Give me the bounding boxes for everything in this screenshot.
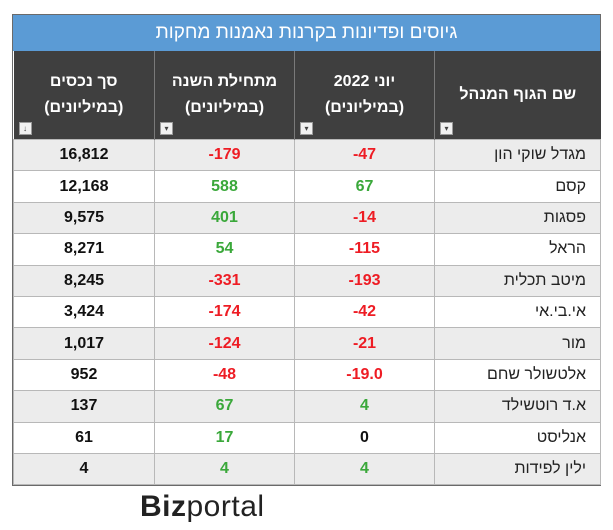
manager-name-cell: אלטשולר שחם [434, 358, 601, 392]
assets-value-cell: 9,575 [13, 201, 155, 235]
ytd-value-cell: -174 [154, 295, 295, 329]
table-title: גיוסים ופדיונות בקרנות נאמנות מחקות [13, 15, 600, 51]
manager-name-cell: אי.בי.אי [434, 295, 601, 329]
assets-value-cell: 137 [13, 390, 155, 423]
manager-name-cell: אנליסט [434, 421, 601, 454]
assets-value-cell: 8,271 [13, 233, 155, 266]
header-manager: שם הגוף המנהל ▾ [434, 51, 601, 140]
ytd-value-cell: -179 [154, 138, 295, 172]
bizportal-logo: Bizportal [140, 490, 265, 524]
filter-dropdown-icon[interactable]: ▾ [300, 122, 313, 135]
header-june-unit: (במיליונים) [324, 99, 405, 116]
header-assets-label: סך נכסים [49, 73, 118, 90]
table-row: מגדל שוקי הון -47 -179 16,812 [13, 138, 601, 172]
table-row: אנליסט 0 17 61 [13, 421, 601, 454]
header-june-label: יוני 2022 [333, 73, 396, 90]
manager-name-cell: מיטב תכלית [434, 264, 601, 297]
manager-name-cell: מור [434, 327, 601, 360]
june-value-cell: -115 [294, 233, 435, 266]
manager-name-cell: א.ד רוטשילד [434, 390, 601, 423]
filter-dropdown-icon[interactable]: ▾ [440, 122, 453, 135]
june-value-cell: -14 [294, 201, 435, 235]
manager-name-cell: מגדל שוקי הון [434, 138, 601, 172]
header-assets: סך נכסים (במיליונים) ↓ [13, 51, 155, 140]
assets-value-cell: 1,017 [13, 327, 155, 360]
manager-name-cell: פסגות [434, 201, 601, 235]
assets-value-cell: 12,168 [13, 170, 155, 203]
ytd-value-cell: 401 [154, 201, 295, 235]
assets-value-cell: 8,245 [13, 264, 155, 297]
june-value-cell: -42 [294, 295, 435, 329]
table-row: הראל -115 54 8,271 [13, 233, 601, 266]
assets-value-cell: 952 [13, 358, 155, 392]
table-container: גיוסים ופדיונות בקרנות נאמנות מחקות שם ה… [12, 14, 601, 487]
header-ytd: מתחילת השנה (במיליונים) ▾ [154, 51, 295, 140]
header-ytd-label: מתחילת השנה [171, 73, 278, 90]
ytd-value-cell: -331 [154, 264, 295, 297]
header-june: יוני 2022 (במיליונים) ▾ [294, 51, 435, 140]
assets-value-cell: 3,424 [13, 295, 155, 329]
funds-table: שם הגוף המנהל ▾ יוני 2022 (במיליונים) ▾ … [13, 51, 601, 486]
assets-value-cell: 4 [13, 452, 155, 486]
table-row: אי.בי.אי -42 -174 3,424 [13, 295, 601, 329]
logo-rest: portal [186, 490, 265, 523]
ytd-value-cell: 4 [154, 452, 295, 486]
header-row: שם הגוף המנהל ▾ יוני 2022 (במיליונים) ▾ … [13, 51, 601, 140]
table-row: אלטשולר שחם -19.0 -48 952 [13, 358, 601, 392]
table-row: פסגות -14 401 9,575 [13, 201, 601, 235]
ytd-value-cell: -48 [154, 358, 295, 392]
header-assets-unit: (במיליונים) [44, 99, 124, 116]
june-value-cell: 4 [294, 452, 435, 486]
ytd-value-cell: 588 [154, 170, 295, 203]
june-value-cell: 4 [294, 390, 435, 423]
june-value-cell: -47 [294, 138, 435, 172]
table-row: מיטב תכלית -193 -331 8,245 [13, 264, 601, 297]
ytd-value-cell: 17 [154, 421, 295, 454]
sort-descending-icon[interactable]: ↓ [18, 122, 32, 135]
manager-name-cell: הראל [434, 233, 601, 266]
ytd-value-cell: 54 [154, 233, 295, 266]
manager-name-cell: קסם [434, 170, 601, 203]
ytd-value-cell: -124 [154, 327, 295, 360]
june-value-cell: 0 [294, 421, 435, 454]
table-row: ילין לפידות 4 4 4 [13, 452, 601, 486]
logo-bold: Biz [140, 490, 187, 523]
manager-name-cell: ילין לפידות [434, 452, 601, 486]
assets-value-cell: 16,812 [13, 138, 155, 172]
june-value-cell: -19.0 [294, 358, 435, 392]
filter-dropdown-icon[interactable]: ▾ [160, 122, 173, 135]
table-row: מור -21 -124 1,017 [13, 327, 601, 360]
header-ytd-unit: (במיליונים) [184, 99, 265, 116]
ytd-value-cell: 67 [154, 390, 295, 423]
june-value-cell: 67 [294, 170, 435, 203]
assets-value-cell: 61 [13, 421, 155, 454]
june-value-cell: -21 [294, 327, 435, 360]
june-value-cell: -193 [294, 264, 435, 297]
table-row: א.ד רוטשילד 4 67 137 [13, 390, 601, 423]
table-body: מגדל שוקי הון -47 -179 16,812 קסם 67 588 12,168… [13, 138, 601, 486]
table-row: קסם 67 588 12,168 [13, 170, 601, 203]
header-manager-label: שם הגוף המנהל [459, 86, 577, 103]
